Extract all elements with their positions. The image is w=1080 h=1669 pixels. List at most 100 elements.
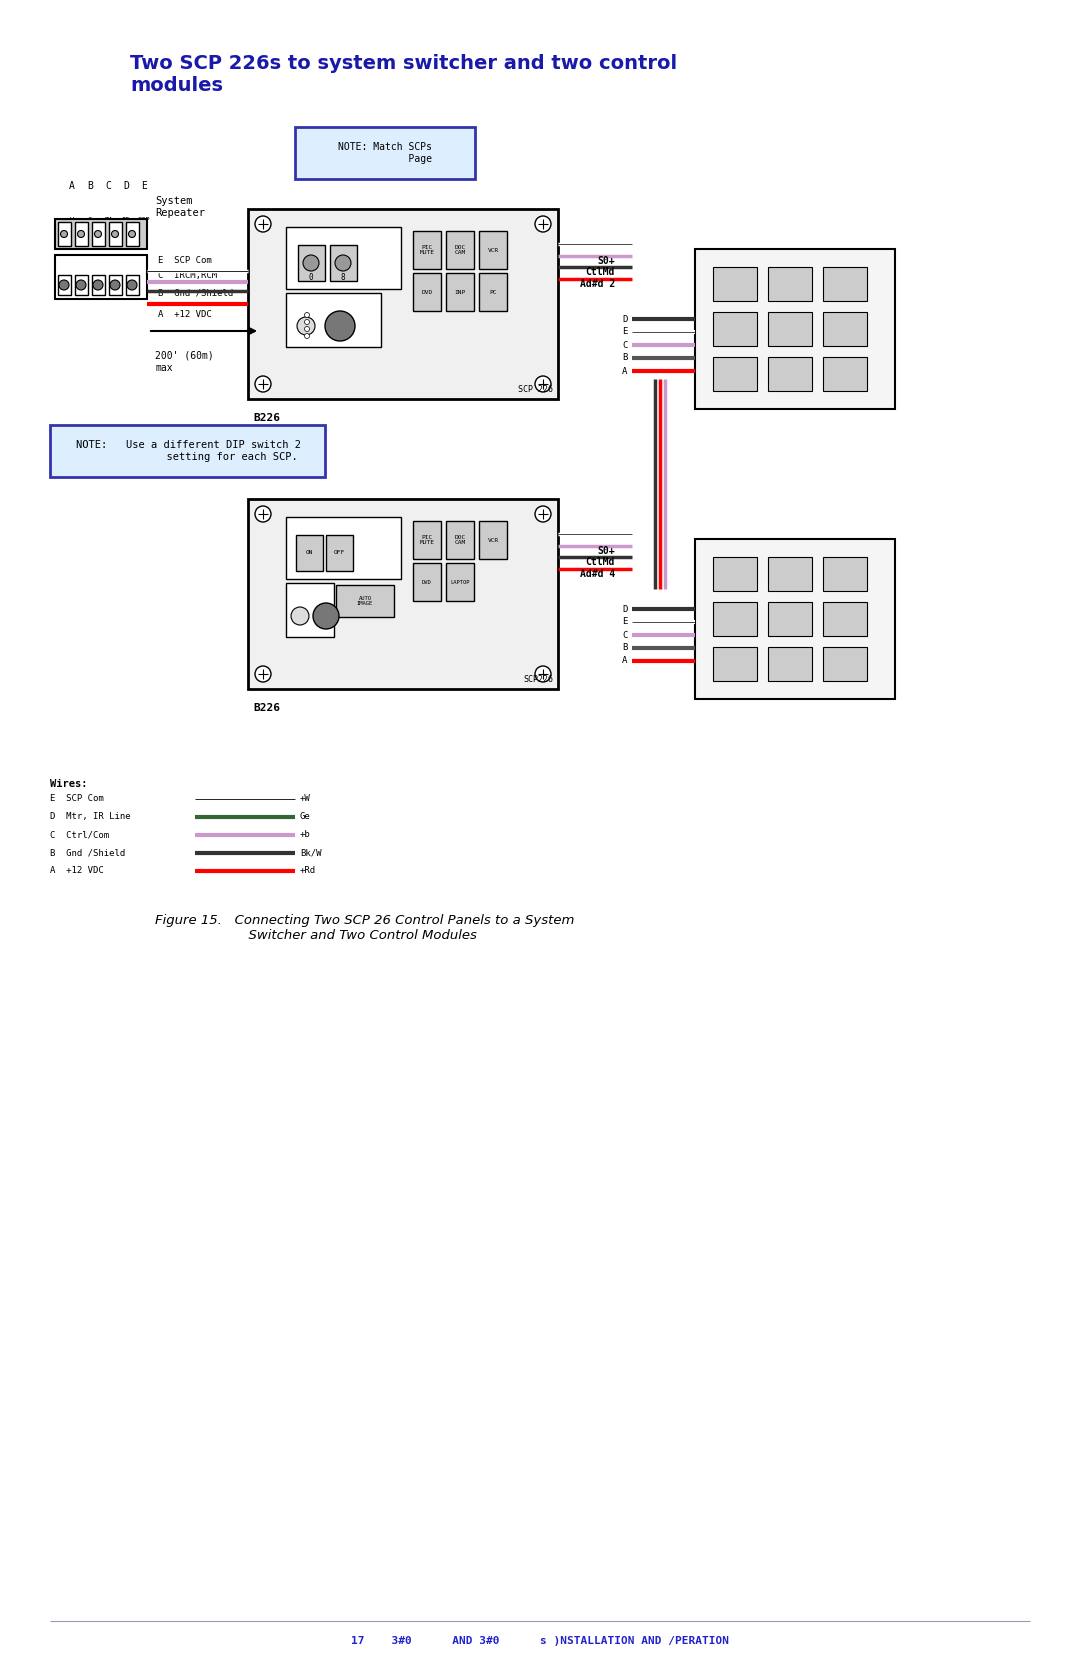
Circle shape: [297, 317, 315, 335]
Bar: [713, 267, 757, 300]
Text: D: D: [622, 314, 627, 324]
Text: B: B: [622, 354, 627, 362]
Bar: [768, 557, 812, 591]
Circle shape: [93, 280, 103, 290]
Circle shape: [129, 230, 135, 237]
Bar: [295, 127, 475, 179]
Text: DVD: DVD: [422, 579, 432, 584]
Text: A: A: [69, 180, 75, 190]
Bar: [126, 222, 139, 245]
Bar: [713, 557, 757, 591]
Bar: [55, 219, 147, 249]
Bar: [446, 521, 474, 559]
Circle shape: [291, 608, 309, 624]
Text: +b: +b: [300, 831, 311, 840]
Circle shape: [535, 215, 551, 232]
Text: VCR: VCR: [487, 537, 499, 542]
Circle shape: [325, 310, 355, 340]
Bar: [713, 312, 757, 345]
Text: +Rd: +Rd: [300, 866, 316, 876]
Text: VOLUME: VOLUME: [319, 297, 347, 305]
Text: B: B: [622, 644, 627, 653]
Circle shape: [76, 280, 86, 290]
Bar: [92, 275, 105, 295]
Text: Ge: Ge: [300, 813, 311, 821]
Bar: [768, 357, 812, 391]
Circle shape: [95, 230, 102, 237]
Text: DVD: DVD: [421, 289, 433, 294]
Bar: [823, 312, 867, 345]
Text: D: D: [123, 180, 129, 190]
Bar: [248, 209, 558, 399]
Bar: [296, 536, 323, 571]
Text: S0+
CtlMd
Ad#d 2: S0+ CtlMd Ad#d 2: [580, 255, 615, 289]
Bar: [286, 517, 401, 579]
Bar: [823, 648, 867, 681]
Bar: [480, 521, 507, 559]
Bar: [768, 603, 812, 636]
Circle shape: [60, 230, 67, 237]
Text: SCP: SCP: [137, 217, 150, 224]
Bar: [413, 230, 441, 269]
Circle shape: [305, 319, 310, 324]
Bar: [696, 539, 895, 699]
Bar: [75, 222, 87, 245]
Bar: [326, 536, 353, 571]
Bar: [286, 294, 381, 347]
Text: B226: B226: [253, 703, 280, 713]
Text: ON: ON: [306, 551, 313, 556]
Bar: [330, 245, 357, 280]
Bar: [298, 245, 325, 280]
Bar: [823, 557, 867, 591]
Bar: [413, 274, 441, 310]
Text: VCM: VCM: [303, 587, 316, 596]
Text: S0+
CtlMd
Ad#d 4: S0+ CtlMd Ad#d 4: [580, 546, 615, 579]
Circle shape: [111, 230, 119, 237]
Bar: [286, 582, 334, 638]
Text: D: D: [622, 604, 627, 614]
Bar: [58, 222, 71, 245]
Text: 17    3#0      AND 3#0      s )NSTALLATION AND /PERATION: 17 3#0 AND 3#0 s )NSTALLATION AND /PERAT…: [351, 1636, 729, 1646]
Text: PIC
MUTE: PIC MUTE: [419, 245, 434, 255]
Text: DOC
CAM: DOC CAM: [455, 245, 465, 255]
Text: PIC
MUTE: PIC MUTE: [419, 534, 434, 546]
Circle shape: [305, 327, 310, 332]
Text: PC: PC: [489, 289, 497, 294]
Circle shape: [535, 376, 551, 392]
Bar: [50, 426, 325, 477]
Text: SCP226: SCP226: [523, 674, 553, 684]
Text: NOTE: Match SCPs
            Page: NOTE: Match SCPs Page: [338, 142, 432, 164]
Bar: [768, 312, 812, 345]
Circle shape: [255, 215, 271, 232]
Bar: [248, 499, 558, 689]
Text: C: C: [105, 180, 111, 190]
Text: DISPLAY: DISPLAY: [327, 521, 360, 531]
Text: IR: IR: [122, 217, 131, 224]
Text: Wires:: Wires:: [50, 779, 87, 789]
Circle shape: [305, 312, 310, 317]
Bar: [286, 227, 401, 289]
Text: System
Repeater: System Repeater: [156, 197, 205, 217]
Bar: [823, 267, 867, 300]
Text: E: E: [622, 618, 627, 626]
Circle shape: [110, 280, 120, 290]
Text: Bk/W: Bk/W: [300, 848, 322, 858]
Text: LAPTOP: LAPTOP: [450, 579, 470, 584]
Text: VCR: VCR: [487, 247, 499, 252]
Text: E  SCP Com: E SCP Com: [158, 255, 212, 265]
Text: C: C: [622, 340, 627, 349]
Text: V: V: [70, 217, 75, 224]
Text: Two SCP 226s to system switcher and two control
modules: Two SCP 226s to system switcher and two …: [130, 53, 677, 95]
Text: NOTE:   Use a different DIP switch 2
              setting for each SCP.: NOTE: Use a different DIP switch 2 setti…: [76, 441, 300, 462]
Bar: [713, 603, 757, 636]
Circle shape: [78, 230, 84, 237]
Bar: [413, 521, 441, 559]
Bar: [480, 274, 507, 310]
Bar: [55, 255, 147, 299]
Bar: [92, 222, 105, 245]
Bar: [713, 357, 757, 391]
Text: E: E: [141, 180, 147, 190]
Text: DISPLAY: DISPLAY: [327, 230, 360, 240]
Bar: [126, 275, 139, 295]
Bar: [713, 648, 757, 681]
